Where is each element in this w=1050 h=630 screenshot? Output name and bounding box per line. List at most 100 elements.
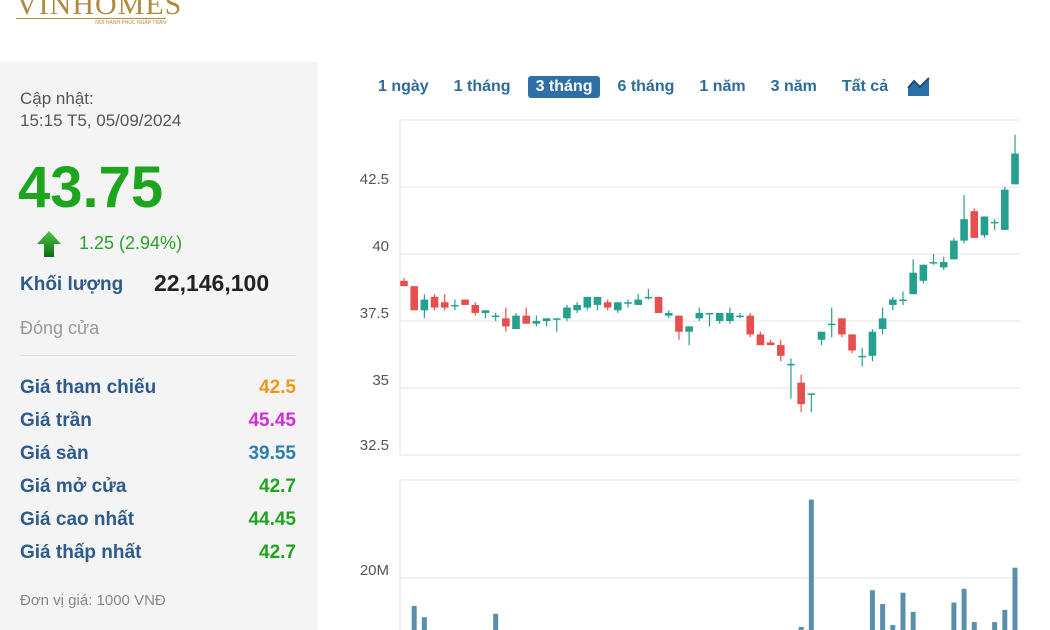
tab-3-năm[interactable]: 3 năm [770, 78, 817, 95]
candle-up [685, 326, 693, 332]
volume-bar [900, 592, 906, 630]
candle-down [756, 334, 765, 346]
area-chart-icon[interactable] [907, 76, 931, 98]
candle-up [787, 363, 795, 366]
update-label: Cập nhật: [20, 89, 94, 108]
volume-bar [1002, 609, 1008, 630]
tab-1-năm[interactable]: 1 năm [699, 78, 746, 95]
candle-up [736, 315, 744, 318]
price-row-value: 42.5 [259, 377, 296, 398]
candle-up [715, 312, 724, 321]
candle-down [654, 296, 663, 313]
candle-up [807, 393, 816, 395]
candle-up [878, 318, 887, 330]
price-row-label: Giá trần [20, 410, 92, 431]
candle-down [430, 296, 439, 308]
candle-up [695, 312, 704, 319]
candle-up [858, 355, 867, 358]
candle-down [776, 345, 785, 356]
candle-up [542, 318, 551, 321]
price-row-value: 44.45 [248, 509, 296, 530]
update-info: Cập nhật: 15:15 T5, 05/09/2024 [20, 88, 181, 132]
candle-up [868, 331, 877, 356]
candle-up [960, 219, 968, 241]
tab-3-tháng[interactable]: 3 tháng [527, 76, 601, 98]
candle-down [461, 299, 469, 305]
candle-up [420, 299, 429, 311]
candle-down [502, 318, 510, 327]
volume-bar [798, 627, 804, 630]
update-time: 15:15 T5, 05/09/2024 [20, 111, 182, 130]
volume-bar [411, 605, 417, 630]
candle-up [634, 299, 643, 305]
price-row-label: Giá sàn [20, 443, 89, 464]
y-tick-label: 35 [372, 372, 389, 389]
market-status: Đóng cửa [20, 318, 100, 338]
tab-1-tháng[interactable]: 1 tháng [453, 78, 511, 95]
candle-down [970, 211, 979, 238]
volume-bar [880, 603, 886, 630]
price-row: Giá sàn 39.55 [20, 442, 296, 466]
candle-up [664, 312, 673, 316]
candle-up [593, 296, 602, 305]
candle-up [583, 296, 592, 308]
price-row-value: 42.7 [259, 476, 296, 497]
candle-up [705, 312, 714, 315]
candle-up [1011, 153, 1019, 185]
tab-Tất-cả[interactable]: Tất cả [841, 78, 889, 95]
candle-up [889, 299, 897, 305]
tab-6-tháng[interactable]: 6 tháng [617, 78, 675, 95]
period-tabs: 1 ngày 1 tháng 3 tháng 6 tháng 1 năm 3 năm Tất… [370, 76, 931, 98]
candle-up [827, 323, 836, 326]
volume-bar [971, 622, 977, 630]
y-tick-label: 42.5 [360, 171, 389, 188]
candle-up [899, 299, 907, 302]
y-tick-label: 37.5 [360, 305, 389, 322]
candle-down [848, 334, 856, 351]
candle-up [726, 312, 734, 321]
current-price: 43.75 [18, 155, 164, 220]
volume-bar [869, 590, 875, 630]
price-row-label: Giá mở cửa [20, 476, 127, 497]
candle-up [939, 262, 948, 268]
stock-summary-panel: Cập nhật: 15:15 T5, 05/09/2024 43.75 1.2… [0, 62, 318, 630]
candle-up [481, 310, 490, 313]
candle-up [624, 302, 632, 304]
price-change: 1.25 (2.94%) [79, 233, 183, 253]
candle-up [451, 304, 459, 307]
candle-down [766, 342, 775, 346]
divider [20, 355, 296, 356]
candle-up [919, 264, 928, 281]
volume-value: 22,146,100 [154, 270, 270, 296]
candle-up [512, 315, 520, 330]
candle-up [614, 302, 622, 311]
candle-up [909, 272, 917, 295]
volume-label: Khối lượng [20, 274, 124, 295]
candle-up [573, 304, 581, 311]
volume-bar [890, 625, 896, 630]
candle-up [817, 331, 826, 340]
price-row: Giá tham chiếu 42.5 [20, 376, 296, 400]
price-row-value: 42.7 [259, 542, 296, 563]
candle-up [990, 221, 999, 224]
candle-down [522, 315, 530, 324]
candle-up [563, 307, 571, 319]
volume-bar [493, 613, 499, 630]
candle-down [797, 382, 805, 405]
volume-bar [808, 499, 814, 630]
up-arrow-icon [37, 231, 61, 257]
candle-up [491, 315, 500, 318]
candle-down [746, 315, 755, 335]
tab-1-ngày[interactable]: 1 ngày [378, 78, 429, 95]
price-row-label: Giá tham chiếu [20, 377, 157, 398]
price-unit: Đơn vị giá: 1000 VNĐ [20, 592, 166, 609]
candle-up [1001, 189, 1009, 230]
candle-down [400, 280, 408, 287]
candle-up [552, 318, 561, 320]
candle-up [950, 240, 958, 260]
candle-down [603, 302, 612, 308]
candle-down [675, 315, 683, 332]
candle-down [440, 302, 449, 308]
price-row-label: Giá thấp nhất [20, 542, 142, 563]
